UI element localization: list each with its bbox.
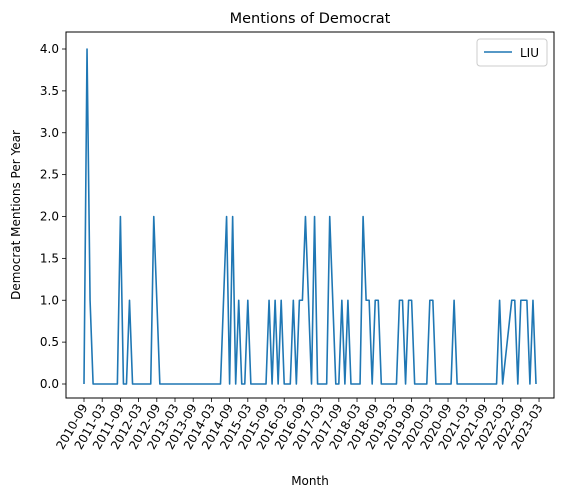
y-tick-label: 3.0 [40, 126, 59, 140]
y-tick-label: 0.0 [40, 377, 59, 391]
y-tick-label: 4.0 [40, 42, 59, 56]
y-tick-label: 0.5 [40, 335, 59, 349]
y-tick-label: 3.5 [40, 84, 59, 98]
plot-frame [65, 31, 555, 399]
chart-title: Mentions of Democrat [230, 11, 391, 27]
y-axis: 0.0 0.5 1.0 1.5 2.0 2.5 3.0 3.5 4.0 [40, 42, 66, 391]
y-tick-label: 1.0 [40, 293, 59, 307]
series-layer [83, 48, 537, 385]
y-axis-label: Democrat Mentions Per Year [9, 130, 23, 300]
series-line-liu [83, 48, 537, 385]
y-tick-label: 2.0 [40, 210, 59, 224]
y-tick-label: 1.5 [40, 251, 59, 265]
legend-label: LIU [520, 46, 539, 60]
x-axis-label: Month [291, 474, 329, 488]
x-axis: 2010-092011-032011-092012-032012-092013-… [53, 398, 546, 452]
legend: LIU [476, 38, 548, 67]
y-tick-label: 2.5 [40, 168, 59, 182]
